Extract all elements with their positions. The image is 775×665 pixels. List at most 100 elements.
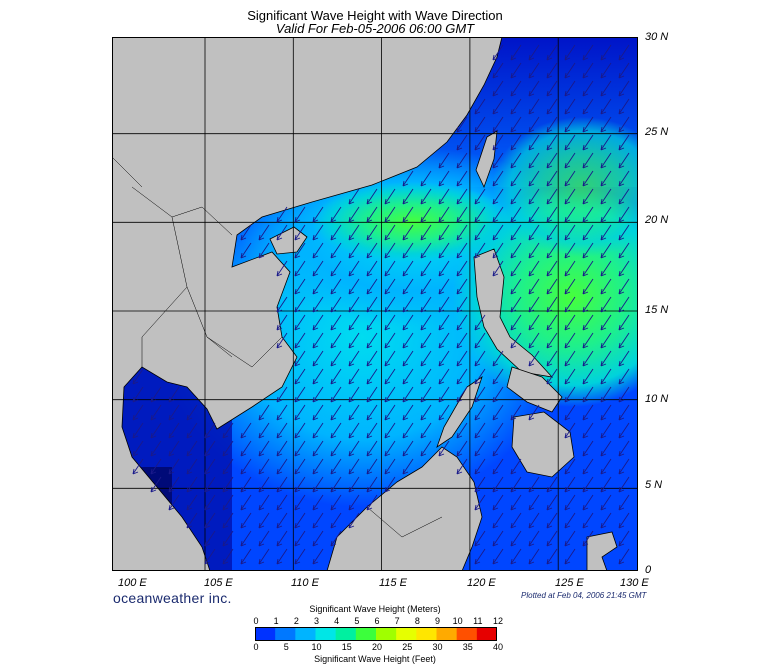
wave-arrow [618, 458, 630, 475]
wave-arrow [312, 512, 324, 529]
wave-arrow [600, 260, 612, 277]
wave-arrow [150, 458, 162, 475]
wave-arrow [222, 422, 234, 439]
wave-arrow [330, 350, 342, 367]
wave-arrow [402, 224, 414, 241]
wave-arrow [384, 404, 396, 421]
wave-arrow [474, 404, 486, 421]
wave-arrow [330, 440, 342, 457]
wave-arrow [564, 116, 576, 133]
wave-arrow [348, 206, 360, 223]
feet-tick: 0 [253, 642, 259, 652]
wave-arrow [456, 260, 468, 277]
wave-arrow [204, 548, 216, 565]
wave-arrow [456, 224, 468, 241]
wave-arrow [312, 224, 324, 241]
wave-arrow [312, 458, 324, 475]
meter-tick: 8 [414, 616, 420, 626]
wave-arrow [402, 458, 414, 475]
brand-logo-text: oceanweather inc. [113, 590, 232, 606]
wave-arrow [438, 188, 450, 205]
wave-arrow [276, 422, 288, 439]
wave-arrow [420, 296, 432, 313]
wave-arrow [528, 98, 540, 115]
wave-arrow [366, 458, 378, 475]
country-borders [112, 156, 443, 538]
wave-arrow [222, 548, 234, 565]
wave-arrow [330, 278, 342, 295]
wave-arrow [294, 332, 306, 349]
wave-arrow [546, 314, 558, 331]
wave-arrow [294, 512, 306, 529]
wave-arrow [510, 206, 522, 223]
wave-arrow [438, 440, 450, 457]
wave-arrow [258, 476, 270, 493]
wave-arrow [384, 296, 396, 313]
land-visayas [506, 366, 563, 413]
wave-arrow [294, 422, 306, 439]
land-china-indochina [112, 37, 503, 571]
wave-arrow [186, 440, 198, 457]
wave-arrow [294, 548, 306, 565]
wave-arrow [510, 116, 522, 133]
wave-arrow [510, 530, 522, 547]
wave-arrow [600, 206, 612, 223]
wave-arrow [564, 476, 576, 493]
wave-arrow [528, 260, 540, 277]
wave-arrow [222, 494, 234, 511]
wave-arrow [348, 296, 360, 313]
wave-arrow [546, 278, 558, 295]
wave-arrow [348, 494, 360, 511]
lon-label: 125 E [555, 577, 584, 589]
land-hainan [269, 226, 308, 255]
wave-arrow [600, 512, 612, 529]
wave-arrow [582, 224, 594, 241]
wave-arrow [618, 512, 630, 529]
wave-arrow [618, 530, 630, 547]
colorbar-segment [335, 627, 357, 641]
wave-arrow [312, 422, 324, 439]
colorbar-segment [275, 627, 296, 641]
wave-arrow [528, 296, 540, 313]
wave-arrow [546, 188, 558, 205]
wave-arrow [420, 440, 432, 457]
wave-arrow [582, 386, 594, 403]
wave-arrow [402, 368, 414, 385]
wave-arrow [618, 134, 630, 151]
wave-arrow [600, 278, 612, 295]
wave-arrow [582, 242, 594, 259]
wave-arrow [258, 422, 270, 439]
wave-arrow [366, 206, 378, 223]
wave-arrow [492, 440, 504, 457]
wave-arrow [330, 368, 342, 385]
wave-arrow [150, 386, 162, 403]
wave-arrow [492, 494, 504, 511]
wave-arrow [294, 242, 306, 259]
wave-arrow [384, 260, 396, 277]
wave-arrow [348, 440, 360, 457]
wave-arrow [312, 242, 324, 259]
wave-arrow [420, 242, 432, 259]
wave-arrow [330, 404, 342, 421]
wave-arrow [582, 494, 594, 511]
wave-arrow [204, 494, 216, 511]
wave-arrow [258, 242, 270, 259]
wave-arrow [438, 260, 450, 277]
wave-arrow [240, 422, 252, 439]
colorbar-title-meters: Significant Wave Height (Meters) [309, 604, 441, 614]
wave-arrow [600, 44, 612, 61]
wave-arrow [312, 548, 324, 565]
colorbar [255, 627, 497, 641]
wave-arrow [510, 494, 522, 511]
wave-arrow [528, 188, 540, 205]
wave-arrow [492, 476, 504, 493]
wave-arrow [132, 386, 144, 403]
wave-arrow [528, 350, 540, 367]
wave-arrow [312, 476, 324, 493]
wave-arrow [564, 80, 576, 97]
wave-arrow [438, 404, 450, 421]
wave-arrow [618, 62, 630, 79]
wave-arrow [456, 134, 468, 151]
wave-arrow [420, 422, 432, 439]
wave-direction-arrows [132, 44, 630, 565]
